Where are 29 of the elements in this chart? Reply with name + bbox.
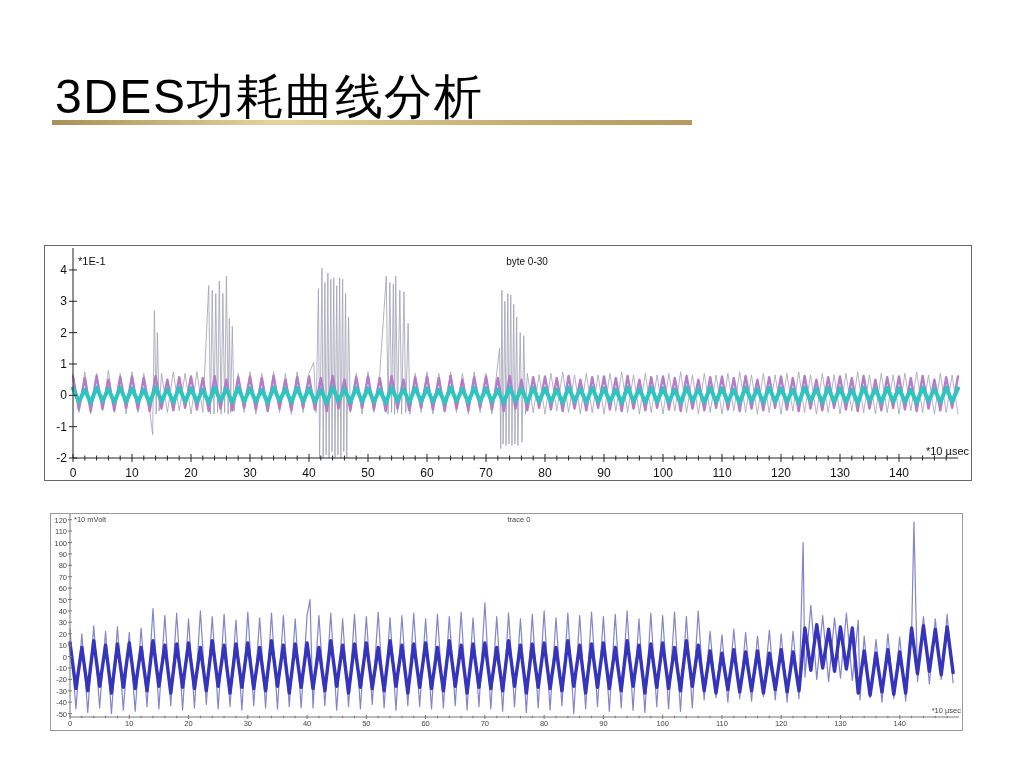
x-tick-label: 80 bbox=[538, 466, 552, 480]
x-tick-label: 120 bbox=[770, 466, 792, 480]
x-tick-label: 110 bbox=[712, 466, 732, 480]
x-tick-label: 20 bbox=[184, 466, 198, 480]
y-tick-label: -1 bbox=[56, 419, 68, 434]
y-tick-label: 2 bbox=[60, 325, 68, 340]
x-tick-label: 50 bbox=[361, 466, 375, 480]
y-tick-label: 4 bbox=[60, 262, 68, 277]
x-tick-label: 140 bbox=[888, 466, 910, 480]
x-tick-label: 0 bbox=[69, 466, 77, 480]
y-tick-label: 0 bbox=[60, 388, 68, 403]
line-series bbox=[68, 622, 955, 698]
x-tick-label: 100 bbox=[652, 466, 674, 480]
x-tick-label: 70 bbox=[479, 466, 493, 480]
x-tick-label: 10 bbox=[125, 466, 139, 480]
y-axis-title: *1E-1 bbox=[78, 255, 106, 267]
x-tick-label: 30 bbox=[243, 466, 257, 480]
x-tick-label: 90 bbox=[597, 466, 611, 480]
text: byte 0-30 bbox=[506, 256, 549, 267]
x-tick-label: 130 bbox=[829, 466, 851, 480]
text: 3DES功耗曲线分析 bbox=[55, 70, 484, 123]
x-tick-label: 40 bbox=[302, 466, 316, 480]
y-tick-label: 1 bbox=[60, 356, 68, 371]
line-series bbox=[71, 374, 960, 413]
x-tick-label: 60 bbox=[420, 466, 434, 480]
y-tick-label: 3 bbox=[60, 294, 68, 309]
y-tick-label: -2 bbox=[56, 451, 68, 465]
x-axis-title: *10 µsec bbox=[925, 445, 970, 457]
line-series bbox=[71, 385, 960, 405]
